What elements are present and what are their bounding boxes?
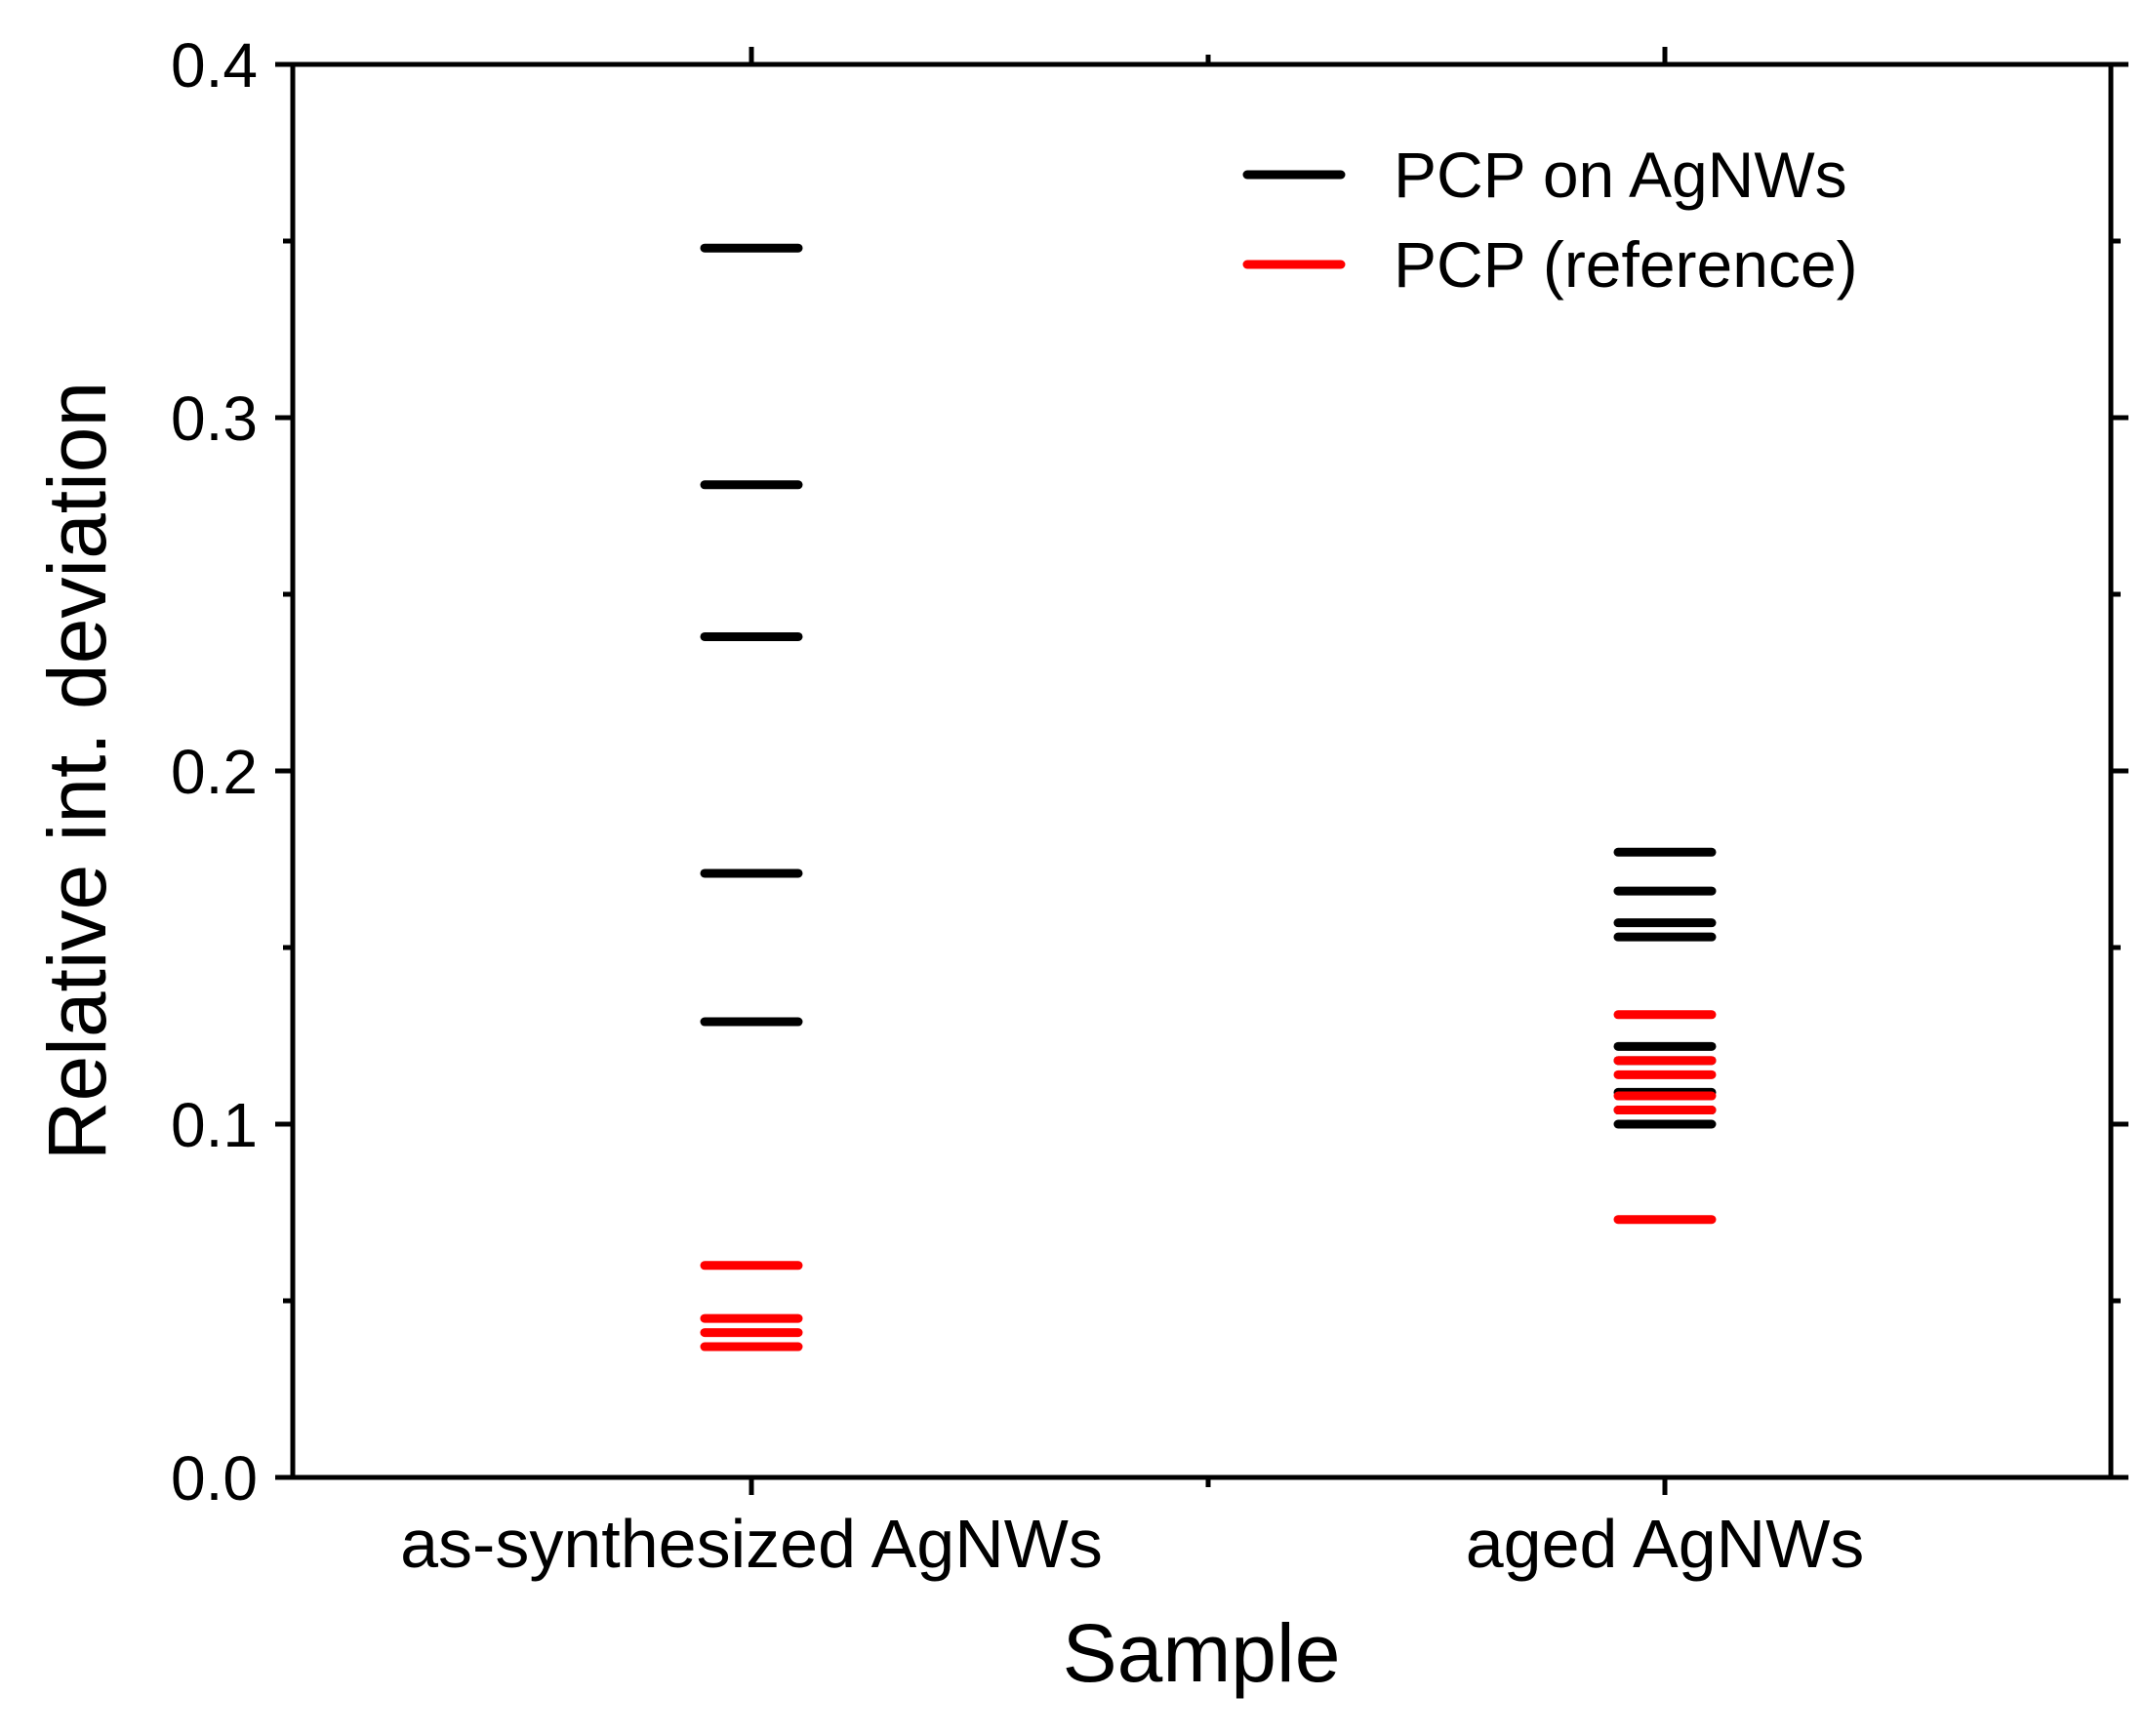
x-axis-title: Sample [1063, 1607, 1341, 1699]
x-tick-label: aged AgNWs [1466, 1506, 1865, 1582]
data-marks [700, 243, 1717, 1352]
legend-label-pcp-on-agnws: PCP on AgNWs [1394, 139, 1847, 211]
x-tick-label: as-synthesized AgNWs [400, 1506, 1103, 1582]
y-axis-title: Relative int. deviation [31, 382, 123, 1160]
y-tick-label: 0.2 [171, 737, 258, 807]
y-tick-label: 0.4 [171, 30, 258, 101]
y-tick-label: 0.1 [171, 1090, 258, 1160]
legend-label-pcp-reference: PCP (reference) [1394, 228, 1858, 301]
y-tick-label: 0.3 [171, 384, 258, 454]
legend: PCP on AgNWs PCP (reference) [1242, 139, 1858, 301]
y-tick-label: 0.0 [171, 1443, 258, 1514]
x-axis-ticks: as-synthesized AgNWs aged AgNWs [400, 47, 1864, 1582]
y-axis-ticks: 0.0 0.1 0.2 0.3 0.4 [171, 30, 2128, 1514]
